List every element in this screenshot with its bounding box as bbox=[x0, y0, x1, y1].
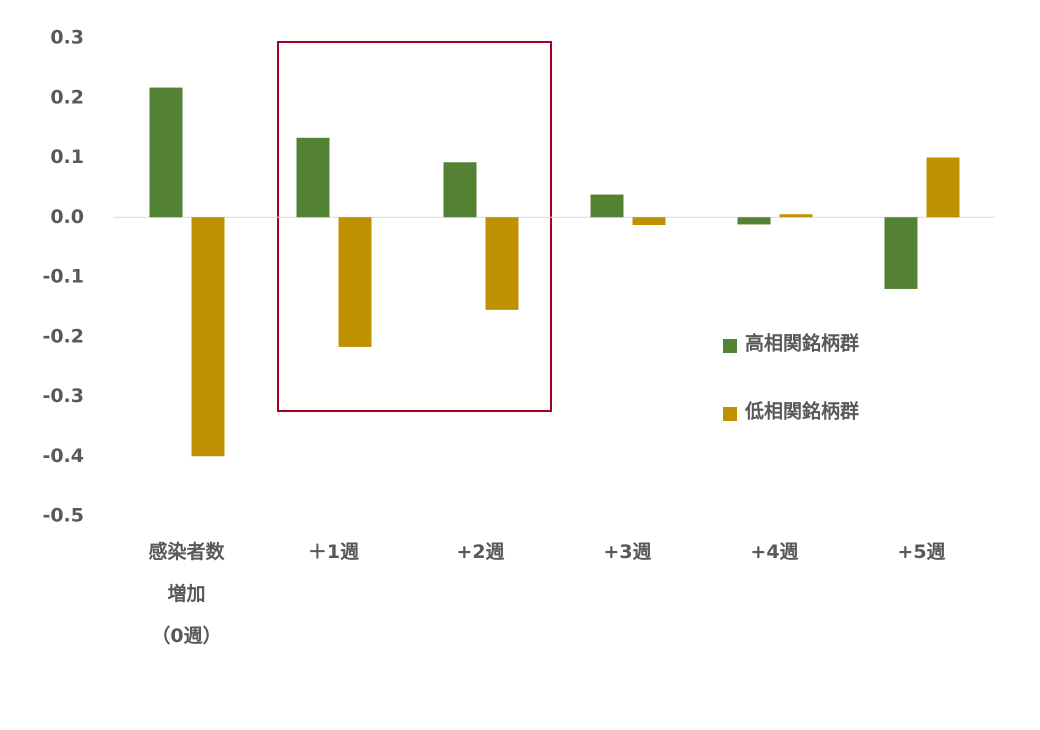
y-tick-label: -0.5 bbox=[42, 505, 84, 527]
y-tick-label: -0.3 bbox=[42, 385, 84, 407]
bar bbox=[149, 87, 183, 218]
y-tick-label: 0.2 bbox=[50, 86, 84, 108]
highlight-box bbox=[277, 41, 552, 412]
legend-swatch bbox=[723, 407, 737, 421]
x-tick-label: +3週 bbox=[603, 541, 652, 563]
legend-swatch bbox=[723, 339, 737, 353]
y-tick-label: -0.4 bbox=[42, 445, 84, 467]
bar bbox=[884, 217, 918, 289]
bar bbox=[485, 217, 519, 310]
bar bbox=[191, 217, 225, 457]
legend-label: 低相関銘柄群 bbox=[744, 400, 859, 423]
bar bbox=[338, 217, 372, 347]
bar bbox=[926, 157, 960, 218]
x-tick-label: +4週 bbox=[750, 541, 799, 563]
y-tick-label: 0.1 bbox=[50, 146, 84, 168]
y-tick-label: -0.2 bbox=[42, 325, 84, 347]
x-tick-label: ＋1週 bbox=[307, 541, 360, 563]
legend-label: 高相関銘柄群 bbox=[745, 332, 859, 355]
bar bbox=[779, 214, 813, 218]
bar bbox=[737, 217, 771, 225]
bar bbox=[632, 217, 666, 226]
y-tick-label: -0.1 bbox=[42, 266, 84, 288]
y-tick-label: 0.0 bbox=[50, 206, 84, 228]
x-tick-label: +2週 bbox=[456, 541, 505, 563]
x-tick-label: 感染者数 増加 （0週） bbox=[148, 541, 225, 647]
bar bbox=[590, 194, 624, 218]
y-tick-label: 0.3 bbox=[50, 27, 84, 49]
bar bbox=[443, 162, 477, 218]
x-tick-label: +5週 bbox=[897, 541, 946, 563]
bar bbox=[296, 137, 330, 218]
